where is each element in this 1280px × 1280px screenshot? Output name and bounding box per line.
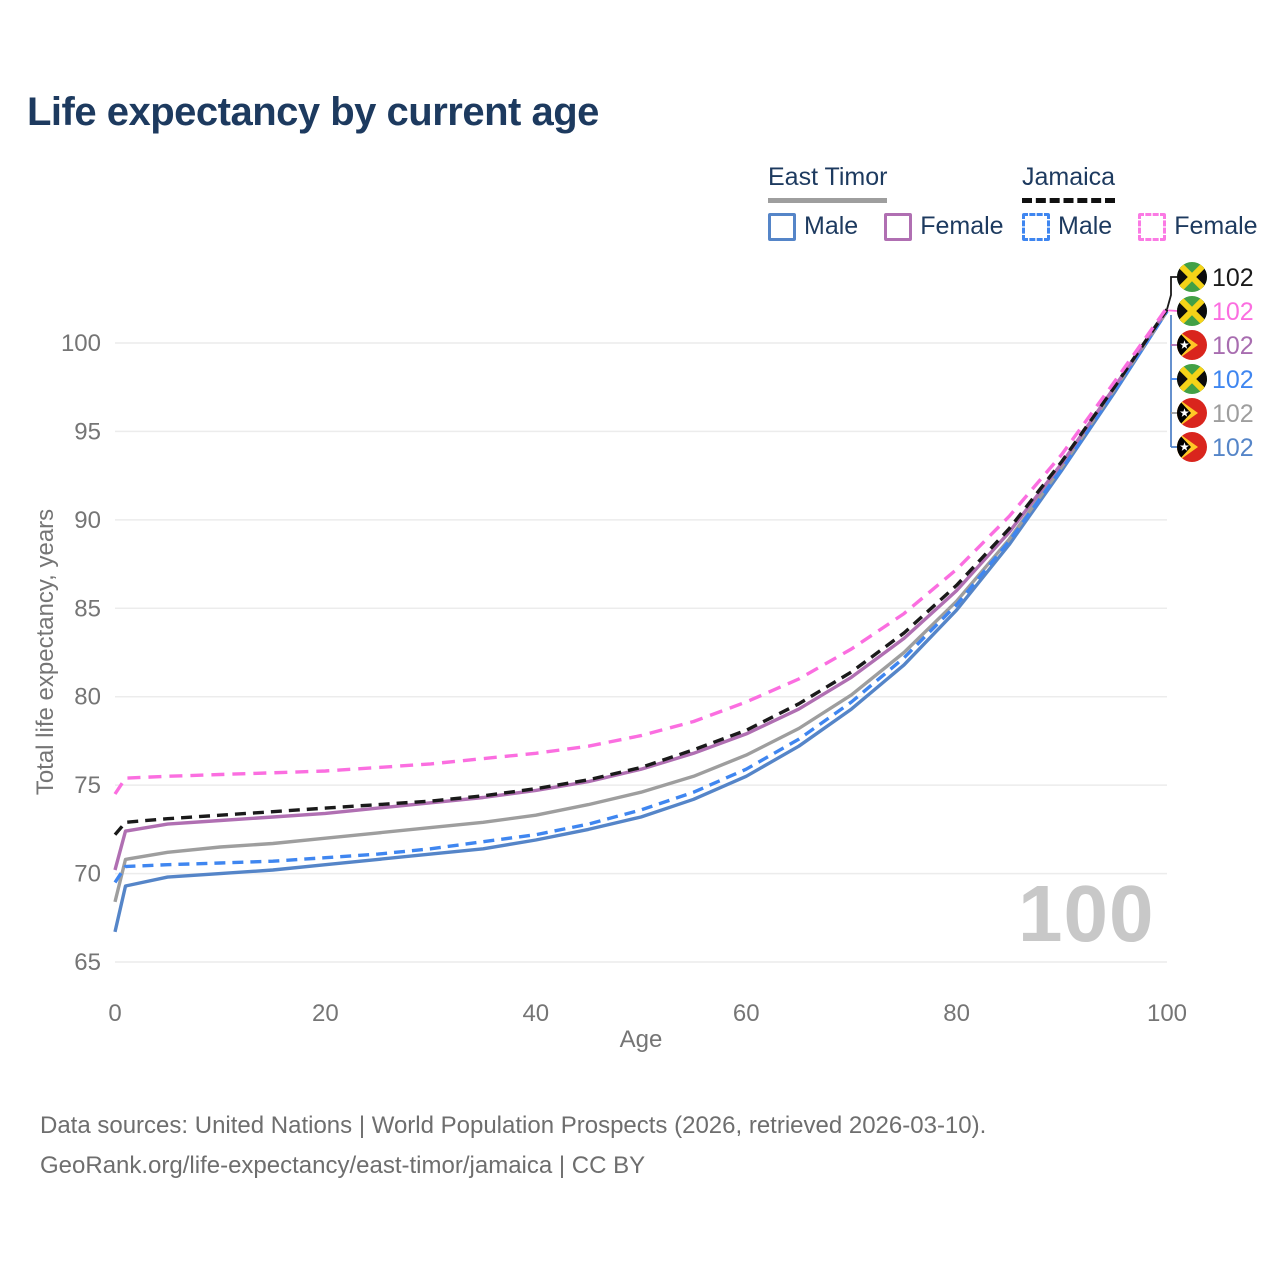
x-axis-title: Age bbox=[619, 1026, 663, 1053]
y-tick-label: 70 bbox=[74, 861, 101, 888]
east-timor-flag-icon bbox=[1177, 398, 1207, 428]
x-tick-label: 20 bbox=[312, 1000, 339, 1027]
x-tick-label: 60 bbox=[733, 1000, 760, 1027]
legend-item-jamaica-male[interactable]: Male bbox=[1022, 212, 1112, 241]
series-line-jamaica-female[interactable] bbox=[113, 306, 1169, 795]
legend-item-label: Female bbox=[1174, 212, 1258, 240]
y-tick-label: 85 bbox=[74, 595, 101, 622]
y-tick-label: 95 bbox=[74, 418, 101, 445]
legend-group-east-timor: East Timor Male Female bbox=[768, 163, 1004, 241]
jamaica-flag-icon bbox=[1175, 294, 1209, 328]
footer-data-sources: Data sources: United Nations | World Pop… bbox=[40, 1112, 987, 1139]
legend-item-jamaica-female[interactable]: Female bbox=[1138, 212, 1258, 241]
page-title: Life expectancy by current age bbox=[27, 90, 599, 134]
footer-attribution: GeoRank.org/life-expectancy/east-timor/j… bbox=[40, 1152, 646, 1179]
legend-swatch-jamaica-male bbox=[1022, 212, 1050, 241]
y-tick-label: 75 bbox=[74, 772, 101, 799]
legend-swatch-jamaica-female bbox=[1138, 212, 1167, 241]
series-line-east-timor-male[interactable] bbox=[113, 310, 1169, 933]
end-value-east-timor-total: 102 bbox=[1212, 400, 1254, 428]
x-tick-label: 40 bbox=[522, 1000, 549, 1027]
legend-item-label: Female bbox=[920, 212, 1004, 240]
jamaica-flag-icon bbox=[1175, 362, 1209, 396]
end-value-east-timor-male: 102 bbox=[1212, 434, 1254, 462]
legend-item-east-timor-female[interactable]: Female bbox=[884, 212, 1004, 241]
x-tick-label: 0 bbox=[108, 1000, 121, 1027]
legend-group-jamaica: Jamaica Male Female bbox=[1022, 163, 1258, 241]
legend-country-jamaica[interactable]: Jamaica bbox=[1022, 163, 1116, 203]
footer: Data sources: United Nations | World Pop… bbox=[40, 1106, 986, 1186]
east-timor-flag-icon bbox=[1177, 432, 1207, 462]
x-tick-label: 100 bbox=[1147, 1000, 1187, 1027]
series-line-east-timor-female[interactable] bbox=[113, 308, 1169, 871]
y-tick-label: 65 bbox=[74, 949, 101, 976]
jamaica-flag-icon bbox=[1175, 260, 1209, 294]
y-axis-title: Total life expectancy, years bbox=[32, 508, 59, 796]
legend-item-label: Male bbox=[804, 212, 859, 240]
legend-item-east-timor-male[interactable]: Male bbox=[768, 212, 858, 241]
legend-country-east-timor[interactable]: East Timor bbox=[768, 163, 888, 203]
series-line-jamaica-male[interactable] bbox=[113, 310, 1169, 884]
age-watermark: 100 bbox=[1018, 869, 1155, 958]
leader-line bbox=[1167, 309, 1179, 312]
legend-item-label: Male bbox=[1058, 212, 1113, 240]
series-line-jamaica-total[interactable] bbox=[113, 308, 1169, 836]
y-tick-label: 100 bbox=[61, 330, 101, 357]
legend-swatch-east-timor-male bbox=[768, 212, 796, 241]
end-value-jamaica-total: 102 bbox=[1212, 264, 1254, 292]
east-timor-flag-icon bbox=[1177, 330, 1207, 360]
y-tick-label: 80 bbox=[74, 684, 101, 711]
end-value-east-timor-female: 102 bbox=[1212, 332, 1254, 360]
legend-swatch-east-timor-female bbox=[884, 212, 913, 241]
end-value-jamaica-male: 102 bbox=[1212, 366, 1254, 394]
y-tick-label: 90 bbox=[74, 507, 101, 534]
end-value-jamaica-female: 102 bbox=[1212, 298, 1254, 326]
leader-line bbox=[1166, 276, 1178, 310]
x-tick-label: 80 bbox=[943, 1000, 970, 1027]
